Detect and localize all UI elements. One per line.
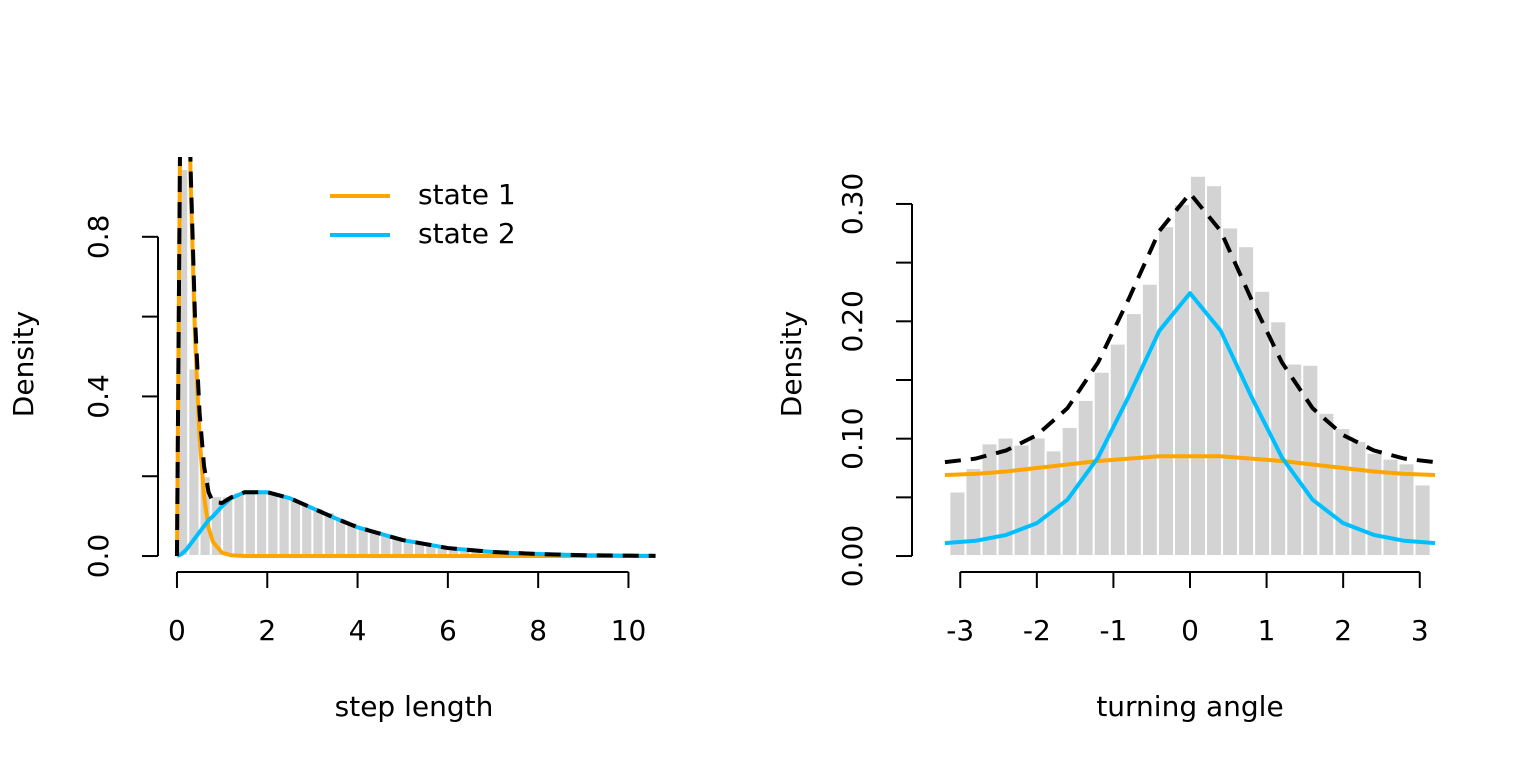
total-density-line bbox=[174, 157, 656, 558]
y-tick-label: 0.00 bbox=[836, 525, 869, 587]
histogram-bar bbox=[1333, 427, 1352, 558]
state-density-line bbox=[944, 291, 1436, 546]
histogram-bar bbox=[232, 491, 246, 558]
x-tick-label: 2 bbox=[258, 614, 276, 647]
histogram-bar bbox=[1076, 398, 1095, 558]
x-tick-label: 4 bbox=[349, 614, 367, 647]
histogram-bar bbox=[1124, 312, 1143, 558]
histogram-bar bbox=[300, 503, 314, 558]
legend-label: state 1 bbox=[418, 178, 516, 211]
histogram-bar bbox=[254, 491, 269, 558]
x-tick-label: 10 bbox=[611, 614, 647, 647]
x-axis-title: turning angle bbox=[1096, 690, 1283, 723]
histogram-bar bbox=[1172, 202, 1191, 558]
histogram-bar bbox=[1092, 370, 1111, 558]
x-tick-label: 1 bbox=[1258, 614, 1276, 647]
y-tick-label: 0.30 bbox=[836, 173, 869, 235]
histogram-bar bbox=[277, 495, 291, 558]
x-tick-label: 0 bbox=[1181, 614, 1199, 647]
x-tick-label: 0 bbox=[168, 614, 186, 647]
histogram-bar bbox=[948, 490, 967, 558]
y-tick-label: 0.8 bbox=[82, 215, 115, 260]
plot-area bbox=[174, 157, 656, 559]
histogram-bar bbox=[1253, 289, 1272, 558]
x-axis-title: step length bbox=[335, 690, 494, 723]
state-density-line bbox=[174, 157, 656, 559]
histogram-bar bbox=[1317, 411, 1336, 558]
histogram-bar bbox=[311, 507, 325, 558]
y-tick-label: 0.20 bbox=[836, 290, 869, 352]
y-tick-label: 0.4 bbox=[82, 374, 115, 419]
x-tick-label: -2 bbox=[1023, 614, 1051, 647]
histogram-bar bbox=[1156, 225, 1175, 558]
histogram-bar bbox=[1349, 440, 1368, 558]
y-axis-title: Density bbox=[7, 311, 40, 417]
histogram-bar bbox=[1012, 443, 1031, 558]
x-tick-label: 6 bbox=[439, 614, 457, 647]
x-tick-label: 8 bbox=[529, 614, 547, 647]
histogram-bar bbox=[266, 491, 280, 558]
y-tick-label: 0.0 bbox=[82, 534, 115, 579]
histogram-bar bbox=[1221, 226, 1240, 558]
y-tick-label: 0.10 bbox=[836, 408, 869, 470]
histogram-bar bbox=[996, 436, 1015, 558]
histogram-bar bbox=[1140, 282, 1159, 558]
histogram-bar bbox=[243, 491, 257, 558]
state-density-line bbox=[944, 454, 1436, 478]
histogram-bar bbox=[1205, 184, 1224, 558]
histogram-bar bbox=[288, 499, 303, 558]
histogram-bar bbox=[1028, 436, 1047, 558]
x-tick-label: 2 bbox=[1334, 614, 1352, 647]
y-axis-title: Density bbox=[775, 311, 808, 417]
histogram-bar bbox=[1301, 363, 1320, 558]
x-tick-label: 3 bbox=[1411, 614, 1429, 647]
histogram-bar bbox=[1189, 174, 1208, 558]
histogram-bar bbox=[1108, 342, 1127, 558]
x-tick-label: -3 bbox=[946, 614, 974, 647]
plot-area bbox=[944, 174, 1436, 558]
legend-label: state 2 bbox=[418, 217, 516, 250]
total-density-line bbox=[944, 191, 1436, 465]
x-tick-label: -1 bbox=[1099, 614, 1127, 647]
histogram-bar bbox=[1413, 483, 1432, 558]
histogram-bar bbox=[1365, 451, 1384, 558]
